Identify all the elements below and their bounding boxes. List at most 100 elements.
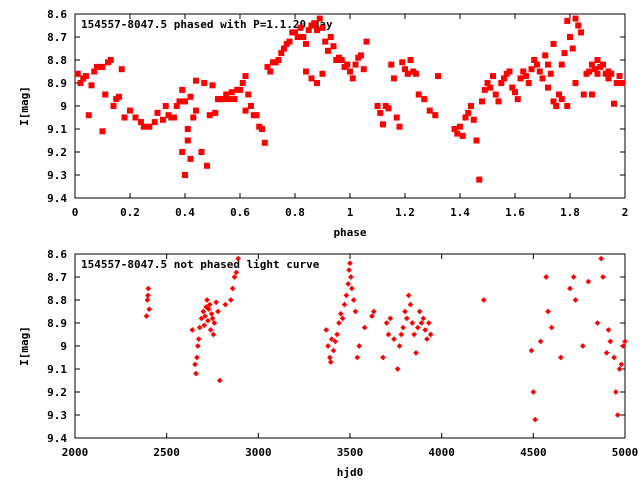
x-tick-label: 3500 [337,446,364,459]
data-point [536,68,543,75]
x-tick-label: 0 [72,206,79,219]
data-point [402,66,408,73]
data-point [553,103,560,109]
data-point [358,52,364,59]
y-tick-label: 9.4 [47,432,67,445]
data-point [204,162,210,169]
data-point [580,343,586,349]
data-point [585,278,592,285]
data-point [495,98,502,105]
data-point [245,91,252,98]
data-point [396,123,403,130]
y-tick-label: 9.3 [47,169,67,182]
data-point [286,38,293,45]
data-point [402,308,408,315]
data-point [405,292,412,299]
axis-ticks: 0 0.2 0.4 0.6 0.8 1 1.2 1.4 1.6 1.8 2 8.6 8.7 8.8 8.9 9… [47,8,628,219]
data-point [459,132,466,139]
data-point [369,313,375,319]
unphased-light-curve-panel: 154557-8047.5 not phased light curve hjd… [18,248,638,479]
data-point [102,91,109,98]
data-point [598,255,604,262]
data-point [589,61,595,68]
data-point [206,301,213,308]
data-point [371,308,377,315]
data-point [77,80,84,86]
y-axis-label: I[mag] [18,326,31,366]
data-point [393,114,400,121]
data-point [363,38,370,45]
data-point [564,103,571,109]
data-point [308,75,315,82]
data-point [399,59,406,66]
data-point [611,354,617,361]
y-tick-label: 8.6 [47,248,67,261]
data-point [349,75,356,82]
data-point [517,75,524,82]
data-point [404,315,410,322]
data-point [605,327,612,333]
y-tick-label: 8.8 [47,294,67,307]
data-point [600,274,606,280]
data-point [422,327,428,333]
data-point [614,412,621,418]
data-point [484,80,491,86]
data-point [88,82,95,89]
data-point [160,116,166,123]
data-point [118,66,125,73]
data-point [303,68,309,75]
data-point [424,336,430,342]
x-tick-label: 2 [622,206,629,219]
data-point [558,96,565,103]
data-point [209,315,216,322]
data-point [347,68,353,75]
data-point [349,285,355,292]
data-point [143,313,150,319]
data-point [297,24,304,31]
data-point [545,308,551,315]
data-point [388,61,395,68]
data-point [400,324,406,331]
data-point [187,155,194,162]
data-point [539,75,546,82]
data-point [338,57,345,63]
data-point [413,350,419,356]
data-point [184,126,191,132]
data-point [487,84,494,91]
data-point [339,315,346,322]
data-point [407,301,414,308]
data-point [195,336,202,342]
data-point [586,68,593,75]
data-point [537,338,544,345]
data-point [201,80,208,86]
data-point [415,91,422,98]
data-point [154,109,161,116]
y-tick-label: 8.6 [47,8,67,21]
y-tick-label: 9 [60,340,67,353]
data-point [242,107,249,114]
data-point [556,91,562,98]
data-point [385,105,392,112]
data-point [253,112,260,119]
data-point [91,68,98,75]
data-point [229,285,236,292]
data-point [319,70,326,77]
data-point [294,34,301,40]
x-axis-label: hjd0 [337,466,364,479]
y-tick-label: 8.9 [47,317,67,330]
data-point [200,308,207,315]
data-point [532,416,538,423]
data-point [591,66,598,73]
data-point [492,91,499,98]
data-point [435,73,441,80]
data-point [501,75,507,82]
data-point [343,292,350,299]
data-point [194,354,200,361]
data-point [267,68,274,75]
data-point [198,315,205,322]
x-tick-label: 1.2 [395,206,415,219]
data-point [210,331,217,338]
data-point [404,70,411,77]
data-point [470,116,477,123]
data-point [121,114,128,121]
